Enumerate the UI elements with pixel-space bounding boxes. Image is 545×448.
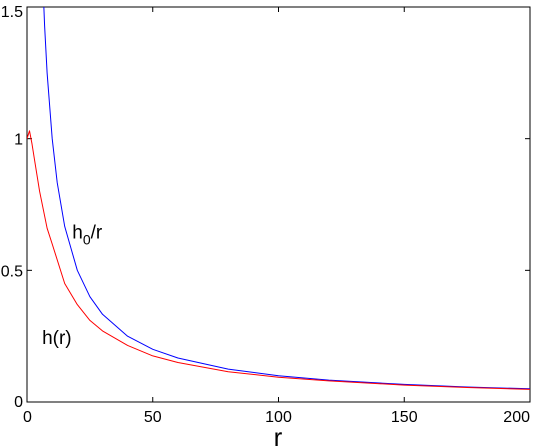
y-tick-label: 0.5 xyxy=(1,263,23,280)
x-tick-label: 150 xyxy=(391,409,418,426)
tick-labels: 0 50 100 150 200 0 0.5 1 1.5 xyxy=(1,4,530,426)
tick-marks xyxy=(26,6,531,403)
series-line-1 xyxy=(43,7,530,390)
y-tick-label: 1.5 xyxy=(1,4,23,21)
x-tick-label: 50 xyxy=(144,409,162,426)
series-line-2 xyxy=(27,130,530,390)
curve-label-2: h(r) xyxy=(42,328,72,349)
y-tick-label: 0 xyxy=(14,394,23,411)
series-layer xyxy=(27,7,530,390)
x-tick-label: 0 xyxy=(23,409,32,426)
x-tick-label: 100 xyxy=(265,409,292,426)
plot-area xyxy=(26,6,531,403)
x-tick-label: 200 xyxy=(503,409,530,426)
x-axis-title: r xyxy=(274,422,283,448)
y-tick-label: 1 xyxy=(14,132,23,149)
